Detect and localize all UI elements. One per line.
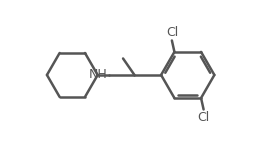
Text: Cl: Cl: [198, 111, 210, 124]
Text: Cl: Cl: [166, 26, 178, 39]
Text: NH: NH: [89, 69, 108, 82]
